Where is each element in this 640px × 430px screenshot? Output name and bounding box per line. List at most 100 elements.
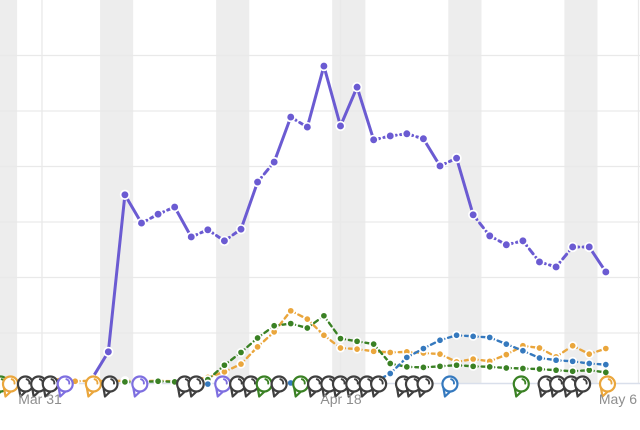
- data-point-purple[interactable]: [302, 121, 313, 133]
- data-point-purple[interactable]: [550, 261, 562, 273]
- comment-bubble-marker[interactable]: [187, 375, 205, 398]
- data-point-purple[interactable]: [119, 189, 131, 200]
- comment-bubble-marker[interactable]: [270, 375, 288, 398]
- data-point-blue[interactable]: [584, 358, 594, 369]
- data-point-purple[interactable]: [285, 111, 296, 123]
- data-point-purple[interactable]: [136, 217, 147, 229]
- data-point-blue[interactable]: [601, 360, 611, 370]
- data-point-green[interactable]: [236, 347, 246, 357]
- data-point-green[interactable]: [568, 366, 578, 376]
- comment-bubble-marker[interactable]: [131, 375, 149, 398]
- data-point-purple[interactable]: [468, 209, 479, 220]
- data-point-purple[interactable]: [202, 224, 213, 235]
- comment-bubble-marker[interactable]: [574, 375, 592, 398]
- data-point-green[interactable]: [452, 360, 462, 370]
- data-point-purple[interactable]: [368, 134, 379, 146]
- data-point-green[interactable]: [153, 376, 163, 386]
- data-point-blue[interactable]: [485, 332, 495, 342]
- data-point-orange[interactable]: [435, 349, 445, 359]
- data-point-orange[interactable]: [319, 330, 329, 340]
- data-point-green[interactable]: [286, 319, 296, 329]
- data-point-purple[interactable]: [484, 230, 495, 242]
- data-point-green[interactable]: [385, 358, 395, 369]
- data-point-green[interactable]: [319, 311, 329, 321]
- data-point-blue[interactable]: [468, 331, 478, 341]
- data-point-purple[interactable]: [235, 224, 247, 235]
- comment-bubble-marker[interactable]: [30, 375, 48, 398]
- comment-bubble-marker[interactable]: [214, 375, 232, 398]
- data-point-purple[interactable]: [600, 266, 611, 278]
- data-point-blue[interactable]: [568, 356, 578, 366]
- data-point-blue[interactable]: [418, 343, 428, 354]
- data-point-purple[interactable]: [252, 176, 263, 188]
- data-point-orange[interactable]: [253, 342, 263, 352]
- data-point-blue[interactable]: [551, 355, 561, 365]
- data-point-purple[interactable]: [534, 256, 545, 268]
- comment-bubble-marker[interactable]: [416, 375, 434, 398]
- comment-bubble-marker[interactable]: [56, 375, 74, 398]
- data-point-green[interactable]: [219, 360, 229, 370]
- comment-bubble-marker[interactable]: [292, 375, 310, 398]
- data-point-orange[interactable]: [601, 343, 611, 354]
- data-point-blue[interactable]: [534, 353, 545, 363]
- data-point-orange[interactable]: [369, 346, 379, 356]
- comment-bubble-marker[interactable]: [512, 375, 530, 398]
- data-point-green[interactable]: [335, 333, 346, 344]
- data-point-green[interactable]: [501, 363, 511, 373]
- data-point-green[interactable]: [485, 362, 495, 372]
- data-point-purple[interactable]: [567, 241, 578, 253]
- data-point-orange[interactable]: [501, 350, 511, 360]
- data-point-blue[interactable]: [385, 368, 395, 379]
- comment-bubble-marker[interactable]: [1, 375, 20, 398]
- data-point-purple[interactable]: [219, 235, 230, 247]
- data-point-green[interactable]: [352, 336, 362, 346]
- comment-bubble-marker[interactable]: [101, 375, 119, 398]
- comment-bubble-marker[interactable]: [441, 375, 459, 398]
- data-point-green[interactable]: [120, 377, 130, 387]
- comment-bubble-marker[interactable]: [370, 375, 388, 398]
- data-point-orange[interactable]: [286, 306, 296, 316]
- data-point-green[interactable]: [269, 321, 279, 331]
- data-point-orange[interactable]: [236, 359, 246, 369]
- data-point-purple[interactable]: [584, 241, 595, 253]
- data-point-purple[interactable]: [186, 231, 197, 243]
- data-point-purple[interactable]: [169, 201, 180, 213]
- data-point-orange[interactable]: [335, 343, 346, 353]
- data-point-purple[interactable]: [517, 235, 529, 247]
- data-point-green[interactable]: [468, 361, 478, 371]
- data-point-orange[interactable]: [584, 349, 594, 359]
- data-point-green[interactable]: [551, 365, 561, 375]
- data-point-blue[interactable]: [501, 339, 511, 349]
- data-point-green[interactable]: [418, 362, 428, 372]
- data-point-purple[interactable]: [418, 133, 429, 144]
- data-point-purple[interactable]: [451, 153, 462, 164]
- comment-bubble-marker[interactable]: [84, 375, 103, 398]
- data-point-purple[interactable]: [434, 160, 446, 172]
- data-point-green[interactable]: [601, 367, 611, 377]
- data-point-purple[interactable]: [385, 130, 396, 142]
- comment-bubble-marker[interactable]: [176, 375, 194, 398]
- data-point-purple[interactable]: [103, 346, 114, 358]
- data-point-purple[interactable]: [501, 239, 512, 250]
- data-point-green[interactable]: [253, 333, 263, 343]
- data-point-purple[interactable]: [351, 81, 363, 93]
- comment-bubble-marker[interactable]: [41, 375, 59, 398]
- data-point-green[interactable]: [302, 323, 312, 333]
- data-point-orange[interactable]: [534, 343, 545, 353]
- data-point-green[interactable]: [518, 363, 528, 374]
- data-point-blue[interactable]: [518, 346, 528, 356]
- data-point-blue[interactable]: [452, 330, 462, 340]
- data-point-orange[interactable]: [352, 344, 362, 354]
- comment-bubble-marker[interactable]: [598, 375, 617, 398]
- data-point-blue[interactable]: [402, 352, 412, 362]
- data-point-green[interactable]: [369, 339, 379, 349]
- data-point-purple[interactable]: [152, 209, 164, 220]
- data-point-purple[interactable]: [335, 120, 346, 132]
- data-point-purple[interactable]: [269, 156, 280, 168]
- data-point-purple[interactable]: [318, 60, 330, 72]
- data-point-orange[interactable]: [385, 347, 395, 357]
- comment-bubble-marker[interactable]: [404, 375, 423, 398]
- data-point-orange[interactable]: [468, 354, 478, 364]
- data-point-blue[interactable]: [435, 335, 445, 345]
- data-point-blue[interactable]: [203, 379, 213, 389]
